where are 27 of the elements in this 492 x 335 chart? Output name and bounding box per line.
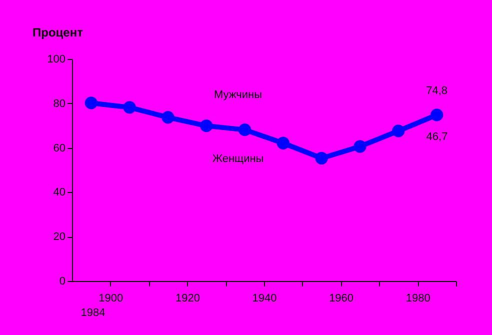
y-tick-label: 20 xyxy=(53,231,66,244)
annotation: 46,7 xyxy=(426,131,448,143)
y-tick-label: 60 xyxy=(53,142,66,154)
y-tick-label: 100 xyxy=(47,54,66,66)
point xyxy=(315,152,328,165)
y-tick-label: 0 xyxy=(59,276,66,288)
point xyxy=(123,101,136,114)
y-axis-title: Процент xyxy=(32,26,84,40)
point xyxy=(354,140,366,153)
point xyxy=(276,136,290,150)
text: 1984 xyxy=(80,307,106,319)
annotation: Мужчины xyxy=(214,89,262,101)
x-tick-label: 1920 xyxy=(175,292,200,304)
annotation: 74,8 xyxy=(426,84,448,97)
y-tick-label: 80 xyxy=(53,98,66,110)
x-tick-label: 1980 xyxy=(406,292,430,304)
point xyxy=(238,124,252,136)
x-tick-label: 1960 xyxy=(329,292,354,304)
y-tick-label: 40 xyxy=(53,186,66,199)
point xyxy=(84,96,98,110)
x-tick-label: 1900 xyxy=(98,292,124,304)
point xyxy=(430,108,444,122)
point xyxy=(200,120,213,132)
annotation: Женщины xyxy=(212,153,264,165)
point xyxy=(162,111,174,124)
x-tick-label: 1940 xyxy=(252,292,277,304)
point xyxy=(392,124,405,138)
